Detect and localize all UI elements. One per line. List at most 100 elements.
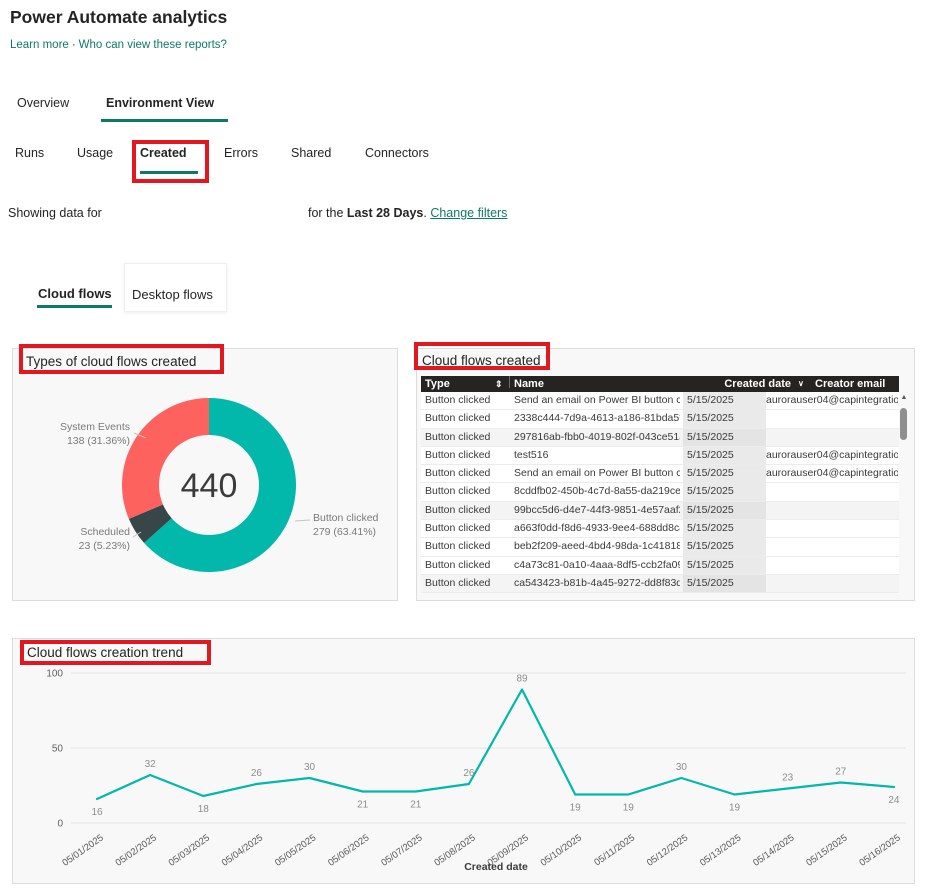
x-axis-tick-label: 05/01/2025 xyxy=(60,832,105,868)
cell-name: test516 xyxy=(514,448,549,461)
table-card-title: Cloud flows created xyxy=(422,353,541,368)
desktop-flows-tab-label: Desktop flows xyxy=(132,287,213,302)
table-row[interactable]: Button clicked 297816ab-fbb0-4019-802f-04… xyxy=(421,428,899,447)
x-axis-tick-label: 05/16/2025 xyxy=(857,832,902,868)
change-filters-link[interactable]: Change filters xyxy=(430,206,508,220)
cell-created-date: 5/15/2025 xyxy=(683,538,766,556)
flows-table-body: Button clicked Send an email on Power BI … xyxy=(421,392,899,594)
x-axis-tick-label: 05/11/2025 xyxy=(592,832,637,868)
x-axis-tick-label: 05/15/2025 xyxy=(804,832,849,868)
donut-center-total: 440 xyxy=(181,467,238,505)
cell-created-date: 5/15/2025 xyxy=(683,501,766,520)
table-row[interactable]: Button clicked 8cddfb02-450b-4c7d-8a55-da… xyxy=(421,483,899,502)
cell-type: Button clicked xyxy=(425,448,491,461)
subtab-usage[interactable]: Usage xyxy=(77,146,114,160)
cell-type: Button clicked xyxy=(425,467,491,480)
cell-name: beb2f209-aeed-4bd4-98da-1c41818c7... xyxy=(514,540,680,553)
cloud-flows-tab-underline xyxy=(37,305,112,308)
cell-created-date: 5/15/2025 xyxy=(683,410,766,428)
donut-slice-label: 279 (63.41%) xyxy=(313,526,376,538)
x-axis-tick-label: 05/05/2025 xyxy=(273,832,318,868)
subtab-errors[interactable]: Errors xyxy=(224,146,259,160)
donut-leader-line xyxy=(132,531,142,538)
cloud-flows-created-card: Cloud flows created Type ⇕ Name Created … xyxy=(416,348,915,601)
filter-dot: . xyxy=(423,206,431,220)
cell-type: Button clicked xyxy=(425,430,491,443)
cell-name: Send an email on Power BI button click .… xyxy=(514,394,680,406)
donut-chart: 440 Button clicked 279 (63.41%) Scheduled 23… xyxy=(60,398,379,572)
table-row[interactable]: Button clicked a663f0dd-f8d6-4933-9ee4-68… xyxy=(421,520,899,539)
filter-line-prefix: Showing data for xyxy=(8,206,102,220)
cell-name: ca543423-b81b-4a45-9272-dd8f83dbf... xyxy=(514,576,680,589)
table-header-row: Type ⇕ Name Created date ∨ Creator email xyxy=(421,376,899,392)
trend-line xyxy=(95,688,896,801)
table-row[interactable]: Button clicked c4a73c81-0a10-4aaa-8df5-cc… xyxy=(421,556,899,575)
x-axis-tick-label: 05/12/2025 xyxy=(645,832,690,868)
desktop-flows-tab[interactable]: Desktop flows xyxy=(124,263,227,312)
data-point-label: 26 xyxy=(251,768,263,779)
learn-more-link[interactable]: Learn more xyxy=(10,39,69,51)
filter-mid-text: for the xyxy=(308,206,347,220)
y-axis-tick-label: 100 xyxy=(46,669,63,680)
table-row[interactable]: Button clicked Send an email on Power BI … xyxy=(421,465,899,484)
who-can-view-link[interactable]: Who can view these reports? xyxy=(78,39,227,51)
subtab-runs[interactable]: Runs xyxy=(15,146,45,160)
chevron-down-icon[interactable]: ∨ xyxy=(798,379,804,388)
cell-created-date: 5/15/2025 xyxy=(683,446,766,465)
table-row[interactable]: Button clicked ca543423-b81b-4a45-9272-dd… xyxy=(421,574,899,594)
cell-created-date: 5/15/2025 xyxy=(683,574,766,593)
donut-leader-line xyxy=(133,432,147,439)
subtab-created[interactable]: Created xyxy=(140,146,187,160)
subtab-shared[interactable]: Shared xyxy=(291,146,332,160)
cell-created-date: 5/15/2025 xyxy=(683,520,766,538)
column-header-creator-email[interactable]: Creator email xyxy=(815,378,886,390)
donut-slice-label: Button clicked xyxy=(313,512,379,524)
x-axis-tick-label: 05/06/2025 xyxy=(326,832,371,868)
donut-slice-button-clicked[interactable] xyxy=(144,398,296,572)
data-point-label: 89 xyxy=(516,674,528,685)
donut-leader-line xyxy=(294,519,311,522)
header-divider xyxy=(509,376,510,388)
subtab-connectors[interactable]: Connectors xyxy=(365,146,429,160)
scrollbar-thumb[interactable] xyxy=(900,408,907,440)
filter-line-detail: for the Last 28 Days. Change filters xyxy=(308,206,507,220)
sort-icon[interactable]: ⇕ xyxy=(495,379,503,389)
donut-card-title: Types of cloud flows created xyxy=(26,354,197,369)
cell-created-date: 5/15/2025 xyxy=(683,428,766,447)
table-row[interactable]: Button clicked test516 5/15/2025 aurorauser… xyxy=(421,446,899,466)
donut-slice-system-events[interactable] xyxy=(122,398,209,519)
created-tab-underline xyxy=(140,171,198,174)
data-point-label: 18 xyxy=(198,804,210,815)
data-point-label: 21 xyxy=(410,800,422,811)
cell-created-date: 5/15/2025 xyxy=(683,483,766,501)
data-point-label: 19 xyxy=(570,803,582,814)
cell-created-date: 5/15/2025 xyxy=(683,556,766,575)
column-header-created-date[interactable]: Created date xyxy=(724,378,791,390)
tab-environment-view[interactable]: Environment View xyxy=(106,96,215,110)
filter-range: Last 28 Days xyxy=(346,206,424,220)
donut-slice-label: Scheduled xyxy=(80,526,130,538)
cell-created-date: 5/15/2025 xyxy=(683,392,766,410)
table-row[interactable]: Button clicked beb2f209-aeed-4bd4-98da-1c… xyxy=(421,538,899,557)
header-links: Learn more · Who can view these reports? xyxy=(10,39,227,51)
tab-overview[interactable]: Overview xyxy=(17,96,70,110)
cell-type: Button clicked xyxy=(425,394,491,406)
scrollbar-up-icon[interactable]: ▲ xyxy=(900,394,908,401)
y-axis-tick-label: 50 xyxy=(52,744,64,755)
table-row[interactable]: Button clicked 99bcc5d6-d4e7-44f3-9851-4e… xyxy=(421,501,899,521)
cloud-flows-tab[interactable]: Cloud flows xyxy=(38,286,112,301)
cell-type: Button clicked xyxy=(425,576,491,589)
cell-name: 8cddfb02-450b-4c7d-8a55-da219ced6... xyxy=(514,485,680,498)
environment-view-tab-underline xyxy=(101,119,228,122)
cell-creator-email: aurorauser04@capintegration01 xyxy=(766,467,898,480)
x-axis-tick-label: 05/07/2025 xyxy=(379,832,424,868)
column-header-type[interactable]: Type xyxy=(425,378,450,390)
column-header-name[interactable]: Name xyxy=(514,378,544,390)
link-separator: · xyxy=(71,39,76,51)
table-row[interactable]: Button clicked 2338c444-7d9a-4613-a186-81… xyxy=(421,410,899,429)
cell-name: 2338c444-7d9a-4613-a186-81bda5f36... xyxy=(514,412,680,425)
table-row[interactable]: Button clicked Send an email on Power BI … xyxy=(421,392,899,411)
cell-creator-email: aurorauser04@capintegration01 xyxy=(766,448,898,461)
donut-slice-label: 138 (31.36%) xyxy=(67,435,130,447)
